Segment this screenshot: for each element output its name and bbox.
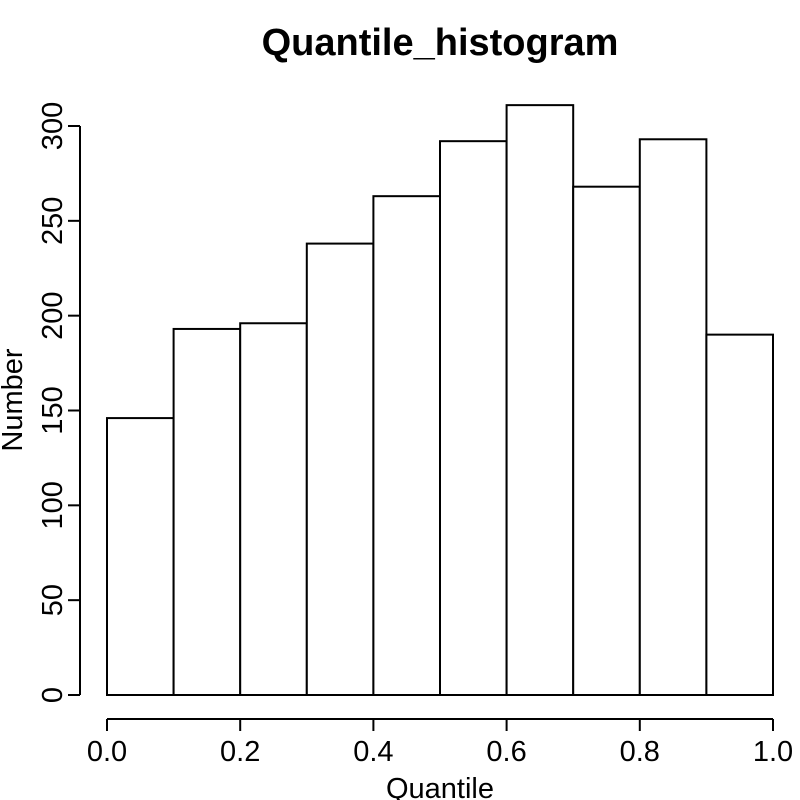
- y-axis-label: Number: [0, 348, 29, 451]
- histogram-bar: [239, 322, 308, 696]
- y-tick-label: 250: [37, 197, 69, 245]
- histogram-bar: [439, 140, 508, 696]
- histogram-bar: [705, 333, 775, 696]
- bars-group: [106, 104, 775, 697]
- x-tick-label: 0.4: [353, 736, 393, 768]
- x-tick-label: 0.0: [87, 736, 127, 768]
- histogram-bar: [172, 327, 242, 696]
- histogram-bar: [305, 242, 375, 697]
- x-tick-label: 0.2: [220, 736, 260, 768]
- y-tick-label: 100: [37, 481, 69, 529]
- chart-title: Quantile_histogram: [262, 22, 619, 64]
- y-tick-label: 150: [37, 386, 69, 434]
- y-axis: 0 50 100 150 200 250 300: [37, 102, 81, 703]
- x-tick-label: 0.6: [486, 736, 526, 768]
- x-tick-label: 0.8: [620, 736, 660, 768]
- y-tick-label: 200: [37, 291, 69, 339]
- x-axis: 0.0 0.2 0.4 0.6 0.8 1.0: [87, 718, 793, 768]
- x-axis-label: Quantile: [386, 773, 494, 800]
- histogram-bar: [106, 417, 175, 696]
- histogram-bar: [505, 104, 575, 697]
- histogram-bar: [638, 138, 708, 696]
- y-tick-label: 300: [37, 102, 69, 150]
- histogram-bar: [372, 195, 441, 696]
- histogram-bar: [572, 185, 641, 696]
- x-tick-label: 1.0: [753, 736, 793, 768]
- y-tick-label: 50: [37, 584, 69, 616]
- y-tick-label: 0: [37, 687, 69, 703]
